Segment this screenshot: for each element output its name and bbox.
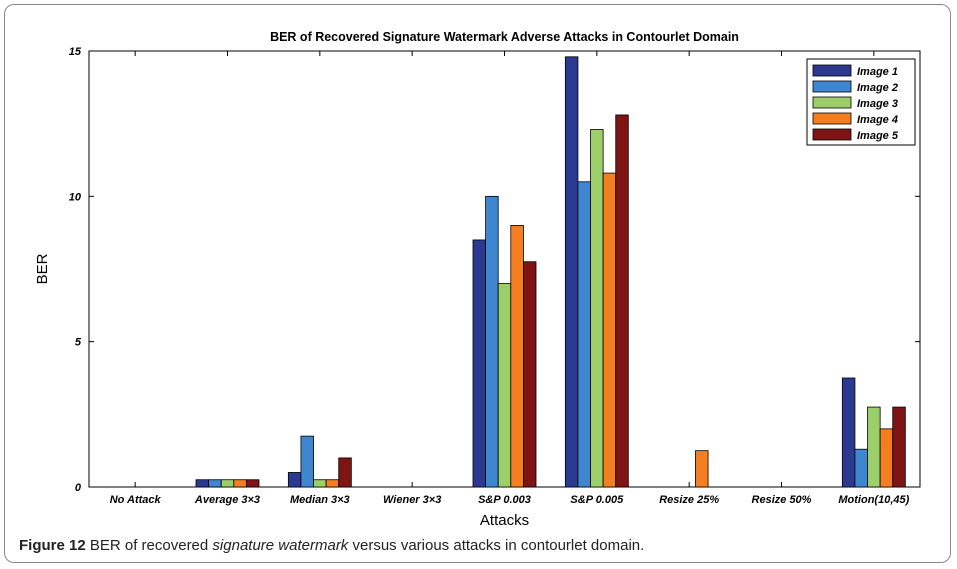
legend-entry: Image 2	[857, 82, 898, 94]
bar-image-4	[695, 450, 709, 488]
x-tick-label: Median 3×3	[290, 494, 350, 506]
bar-image-1	[195, 479, 210, 488]
bar-image-2	[208, 479, 222, 488]
bar-image-1	[841, 377, 856, 488]
bar-image-4	[325, 479, 340, 488]
bar-image-3	[497, 283, 512, 488]
legend-entry: Image 1	[857, 66, 898, 78]
bar-image-4	[510, 224, 524, 488]
bar-chart: BER of Recovered Signature Watermark Adv…	[34, 30, 921, 529]
x-tick-label: S&P 0.003	[478, 494, 531, 506]
chart-title: BER of Recovered Signature Watermark Adv…	[270, 30, 739, 44]
legend-entry: Image 4	[857, 114, 898, 126]
bar-image-3	[590, 129, 604, 488]
bar-image-4	[233, 479, 247, 488]
x-tick-label: Resize 25%	[659, 494, 719, 506]
caption-text-before: BER of recovered	[85, 537, 213, 554]
x-axis-label: Attacks	[480, 512, 529, 529]
bar-image-4	[879, 428, 894, 488]
bar-image-2	[485, 195, 499, 488]
bar-image-1	[564, 56, 579, 488]
y-tick-label: 15	[69, 46, 82, 58]
y-axis-label: BER	[34, 253, 51, 284]
bar-image-3	[867, 406, 881, 488]
caption-text-after: versus various attacks in contourlet dom…	[348, 537, 645, 554]
bar-image-3	[220, 479, 235, 488]
x-tick-label: Motion(10,45)	[838, 494, 909, 506]
caption-label: Figure 12	[19, 537, 86, 554]
x-tick-label: Wiener 3×3	[383, 494, 441, 506]
legend-swatch	[812, 96, 852, 109]
bar-image-2	[854, 448, 868, 488]
bar-image-1	[287, 472, 302, 488]
bar-image-5	[338, 457, 352, 488]
y-tick-label: 0	[75, 482, 82, 494]
bar-image-5	[892, 406, 906, 488]
bar-image-2	[300, 435, 314, 488]
x-tick-label: S&P 0.005	[570, 494, 624, 506]
figure-caption: Figure 12 BER of recovered signature wat…	[19, 537, 644, 554]
bar-image-5	[615, 114, 629, 488]
bar-image-5	[523, 261, 537, 488]
legend-entry: Image 5	[857, 130, 899, 142]
y-tick-label: 10	[69, 191, 82, 203]
x-tick-label: No Attack	[110, 494, 162, 506]
bar-image-2	[577, 181, 591, 488]
bar-image-3	[313, 479, 327, 488]
x-tick-label: Resize 50%	[752, 494, 812, 506]
bar-image-4	[602, 172, 617, 488]
y-tick-label: 5	[75, 337, 82, 349]
legend-swatch	[812, 64, 852, 77]
legend-swatch	[812, 80, 852, 93]
caption-emphasis: signature watermark	[212, 537, 349, 554]
legend-swatch	[812, 112, 852, 125]
legend-swatch	[812, 128, 852, 141]
legend-entry: Image 3	[857, 98, 898, 110]
figure-frame: BER of Recovered Signature Watermark Adv…	[4, 4, 951, 563]
bar-image-1	[472, 239, 487, 488]
bar-image-5	[245, 479, 260, 488]
x-tick-label: Average 3×3	[194, 494, 260, 506]
